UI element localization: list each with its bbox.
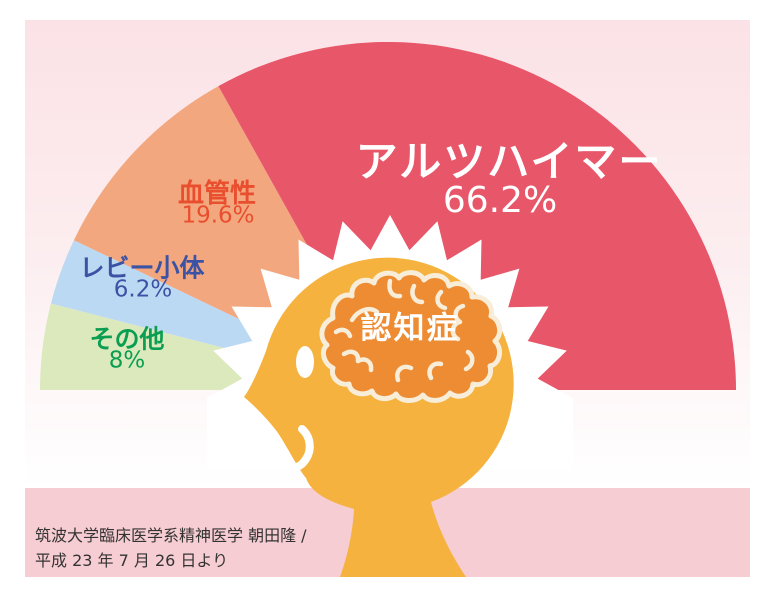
value-lewy-body: 6.2% bbox=[113, 276, 173, 303]
label-vascular: 血管性 bbox=[177, 179, 257, 209]
source-line-1: 筑波大学臨床医学系精神医学 朝田隆 / bbox=[35, 526, 307, 545]
value-alzheimer: 66.2% bbox=[442, 180, 558, 221]
brain-gyri-lines bbox=[333, 278, 475, 383]
value-vascular: 19.6% bbox=[181, 202, 255, 229]
label-other: その他 bbox=[89, 324, 165, 354]
eye-shape bbox=[296, 346, 314, 378]
center-label-dementia: 認知症 bbox=[360, 310, 460, 347]
brain-shape bbox=[319, 270, 503, 403]
label-lewy-body: レビー小体 bbox=[79, 253, 205, 283]
label-alzheimer: アルツハイマー bbox=[355, 137, 663, 186]
value-other: 8% bbox=[108, 347, 146, 374]
mouth-shape bbox=[284, 425, 314, 472]
source-citation: 筑波大学臨床医学系精神医学 朝田隆 / 平成 23 年 7 月 26 日より bbox=[35, 524, 307, 574]
source-line-2: 平成 23 年 7 月 26 日より bbox=[35, 550, 229, 570]
